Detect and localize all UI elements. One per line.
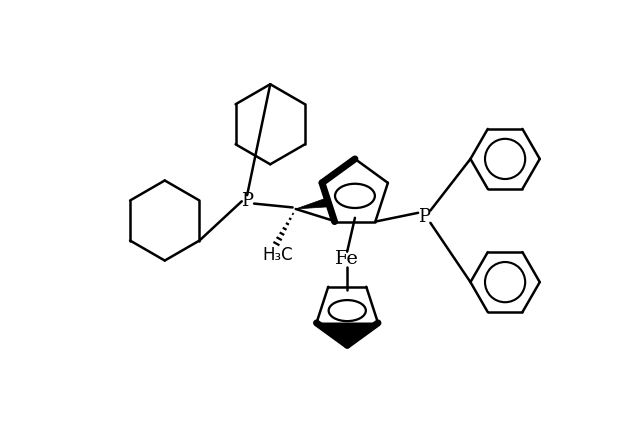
- Text: H₃C: H₃C: [262, 246, 293, 264]
- Polygon shape: [317, 323, 378, 345]
- Text: Fe: Fe: [335, 250, 359, 268]
- Polygon shape: [296, 198, 329, 209]
- Text: P: P: [419, 207, 430, 226]
- Text: P: P: [241, 192, 253, 210]
